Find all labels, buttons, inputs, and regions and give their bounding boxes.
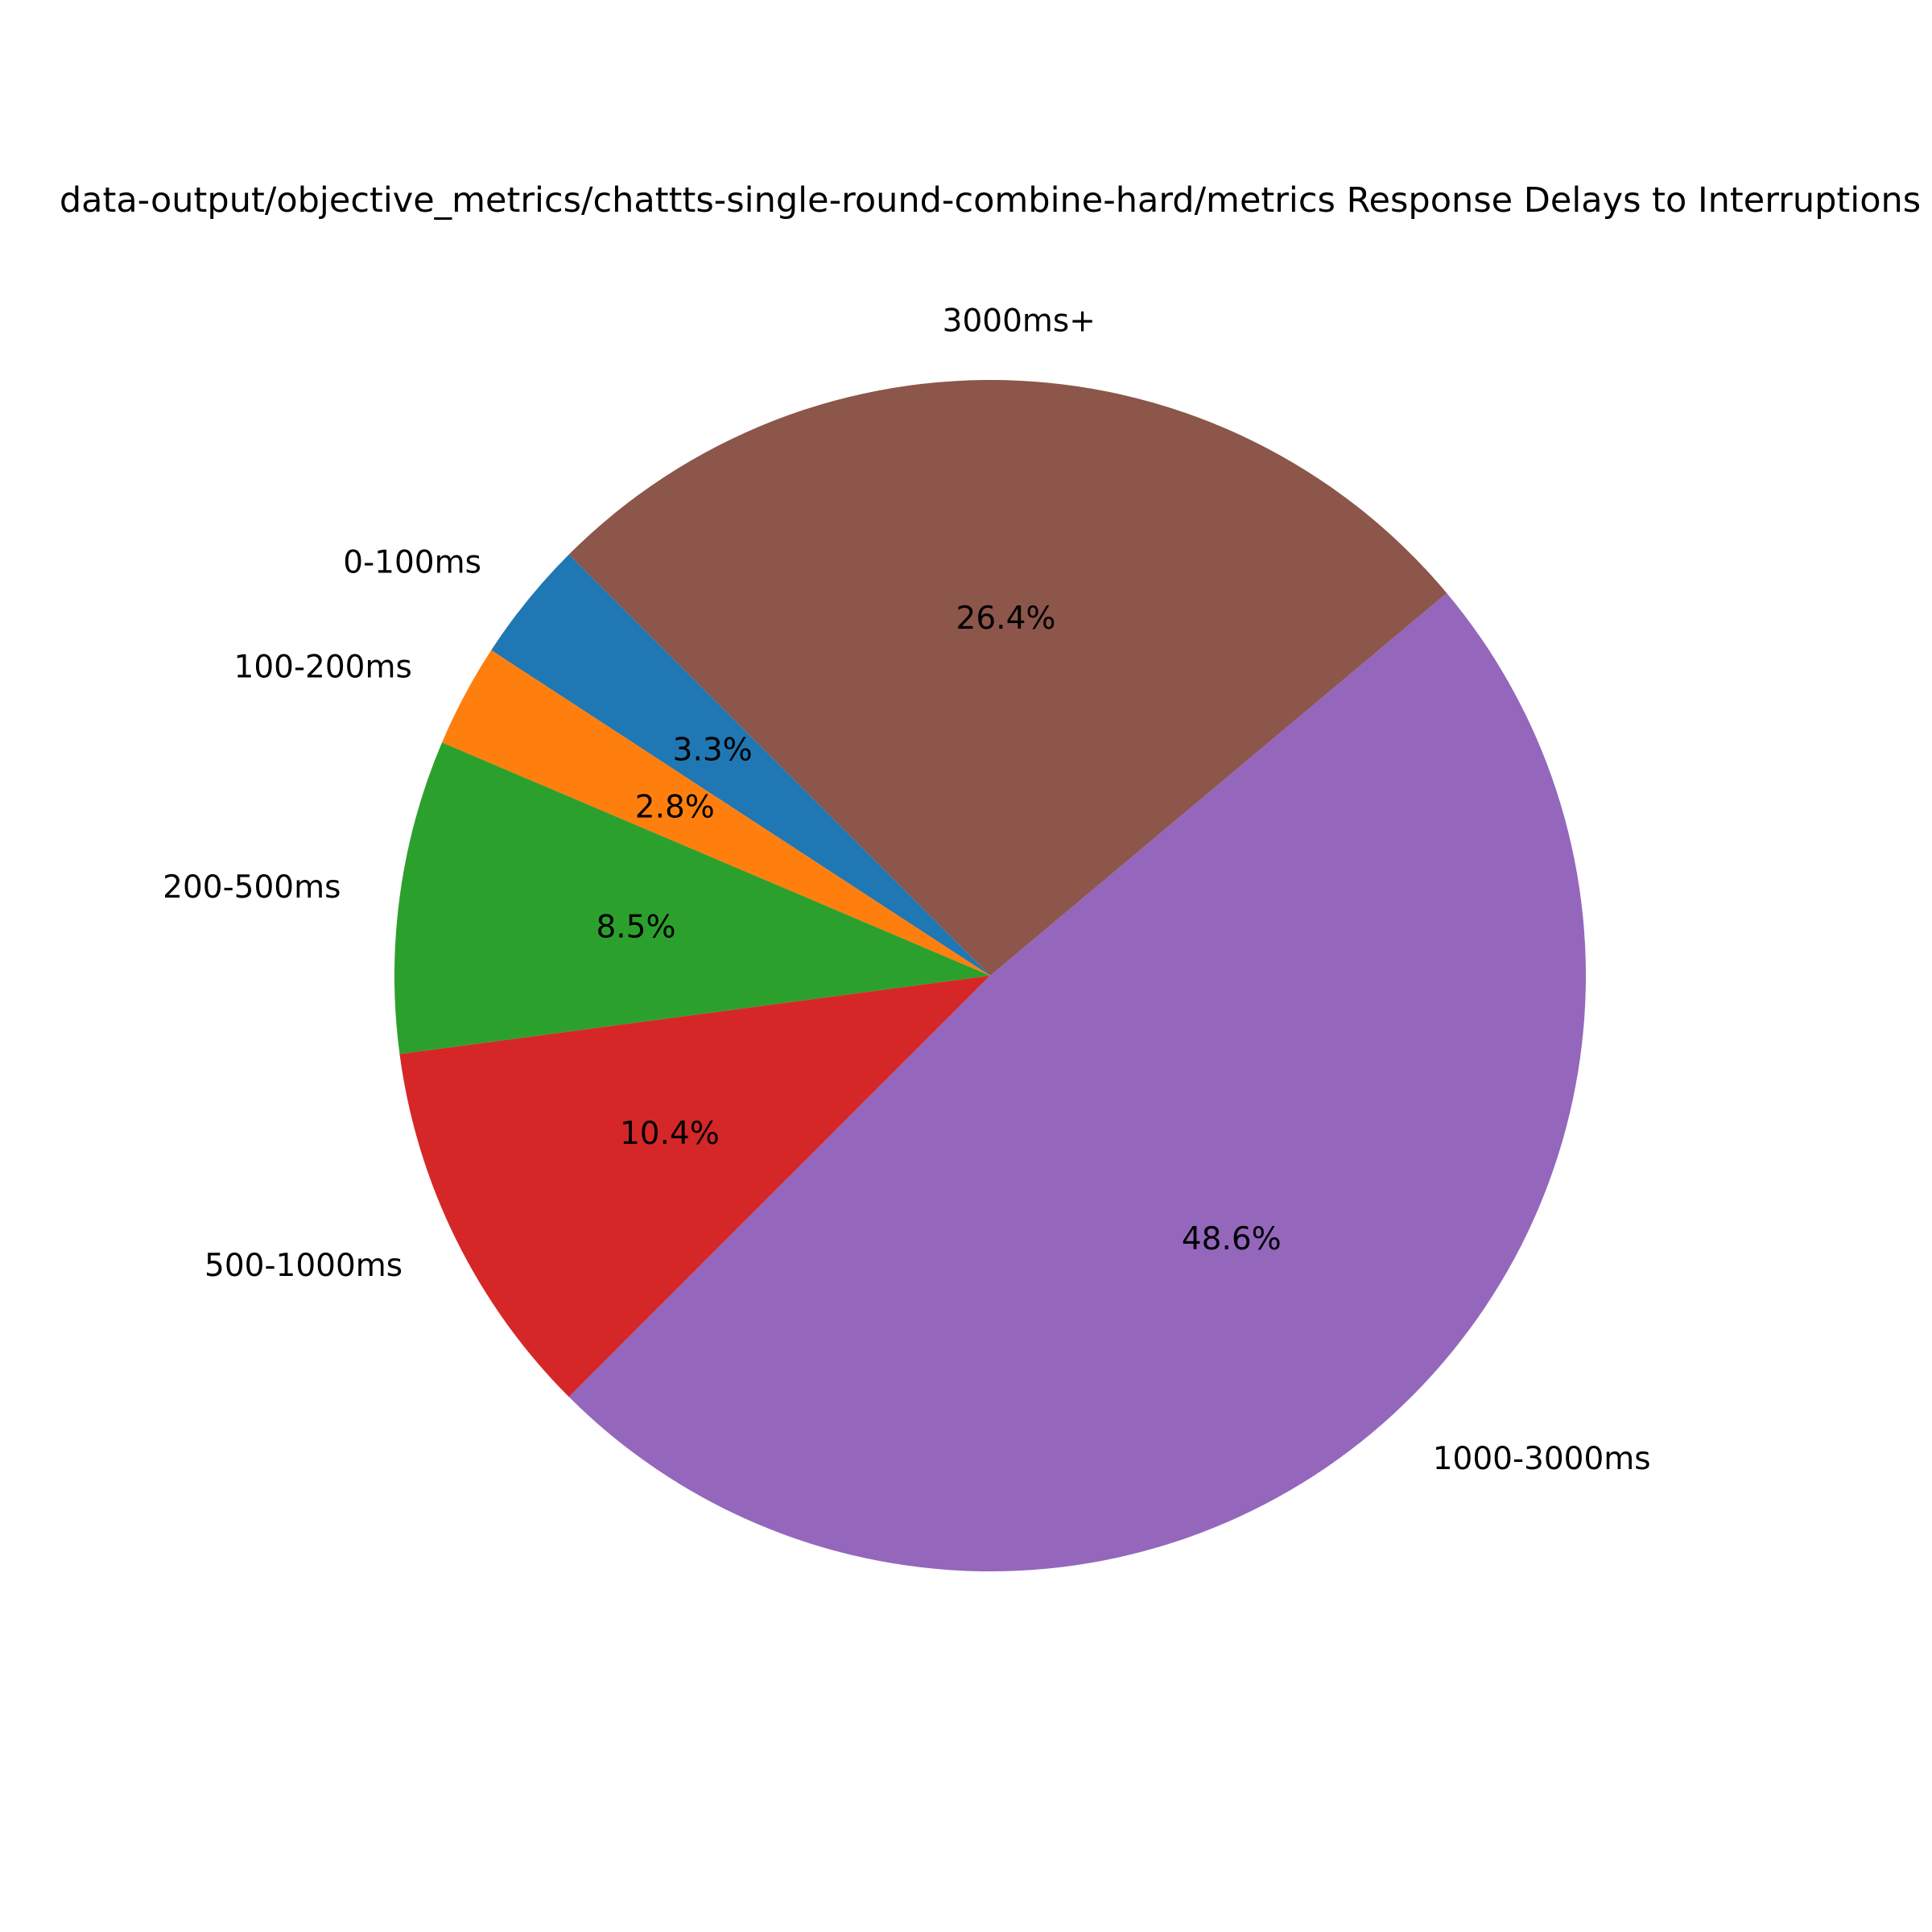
slice-label: 3000ms+ (943, 303, 1096, 339)
slice-label: 500-1000ms (204, 1248, 402, 1284)
pie-slice-1000-3000ms (568, 592, 1586, 1571)
pie-slice-0-100ms (491, 554, 990, 976)
slice-percent-label: 3.3% (673, 733, 753, 769)
slice-percent-label: 48.6% (1182, 1221, 1282, 1257)
slice-label: 100-200ms (234, 649, 412, 685)
pie-labels: 0-100ms 3.3% 100-200ms 2.8% 200-500ms 8.5% 500… (163, 303, 1650, 1477)
pie-slice-3000ms+ (568, 380, 1447, 976)
chart-title: data-output/objective_metrics/chattts-si… (60, 180, 1921, 221)
slice-label: 1000-3000ms (1433, 1441, 1651, 1477)
slice-percent-label: 2.8% (635, 790, 715, 826)
slice-percent-label: 8.5% (596, 910, 675, 946)
slice-label: 200-500ms (163, 869, 341, 906)
slice-label: 0-100ms (343, 545, 481, 581)
pie-slice-100-200ms (442, 650, 990, 976)
slice-percent-label: 26.4% (956, 601, 1056, 637)
pie-slice-500-1000ms (399, 976, 990, 1397)
pie-slice-200-500ms (394, 742, 991, 1055)
pie-slices (394, 380, 1586, 1571)
slice-percent-label: 10.4% (620, 1116, 720, 1152)
